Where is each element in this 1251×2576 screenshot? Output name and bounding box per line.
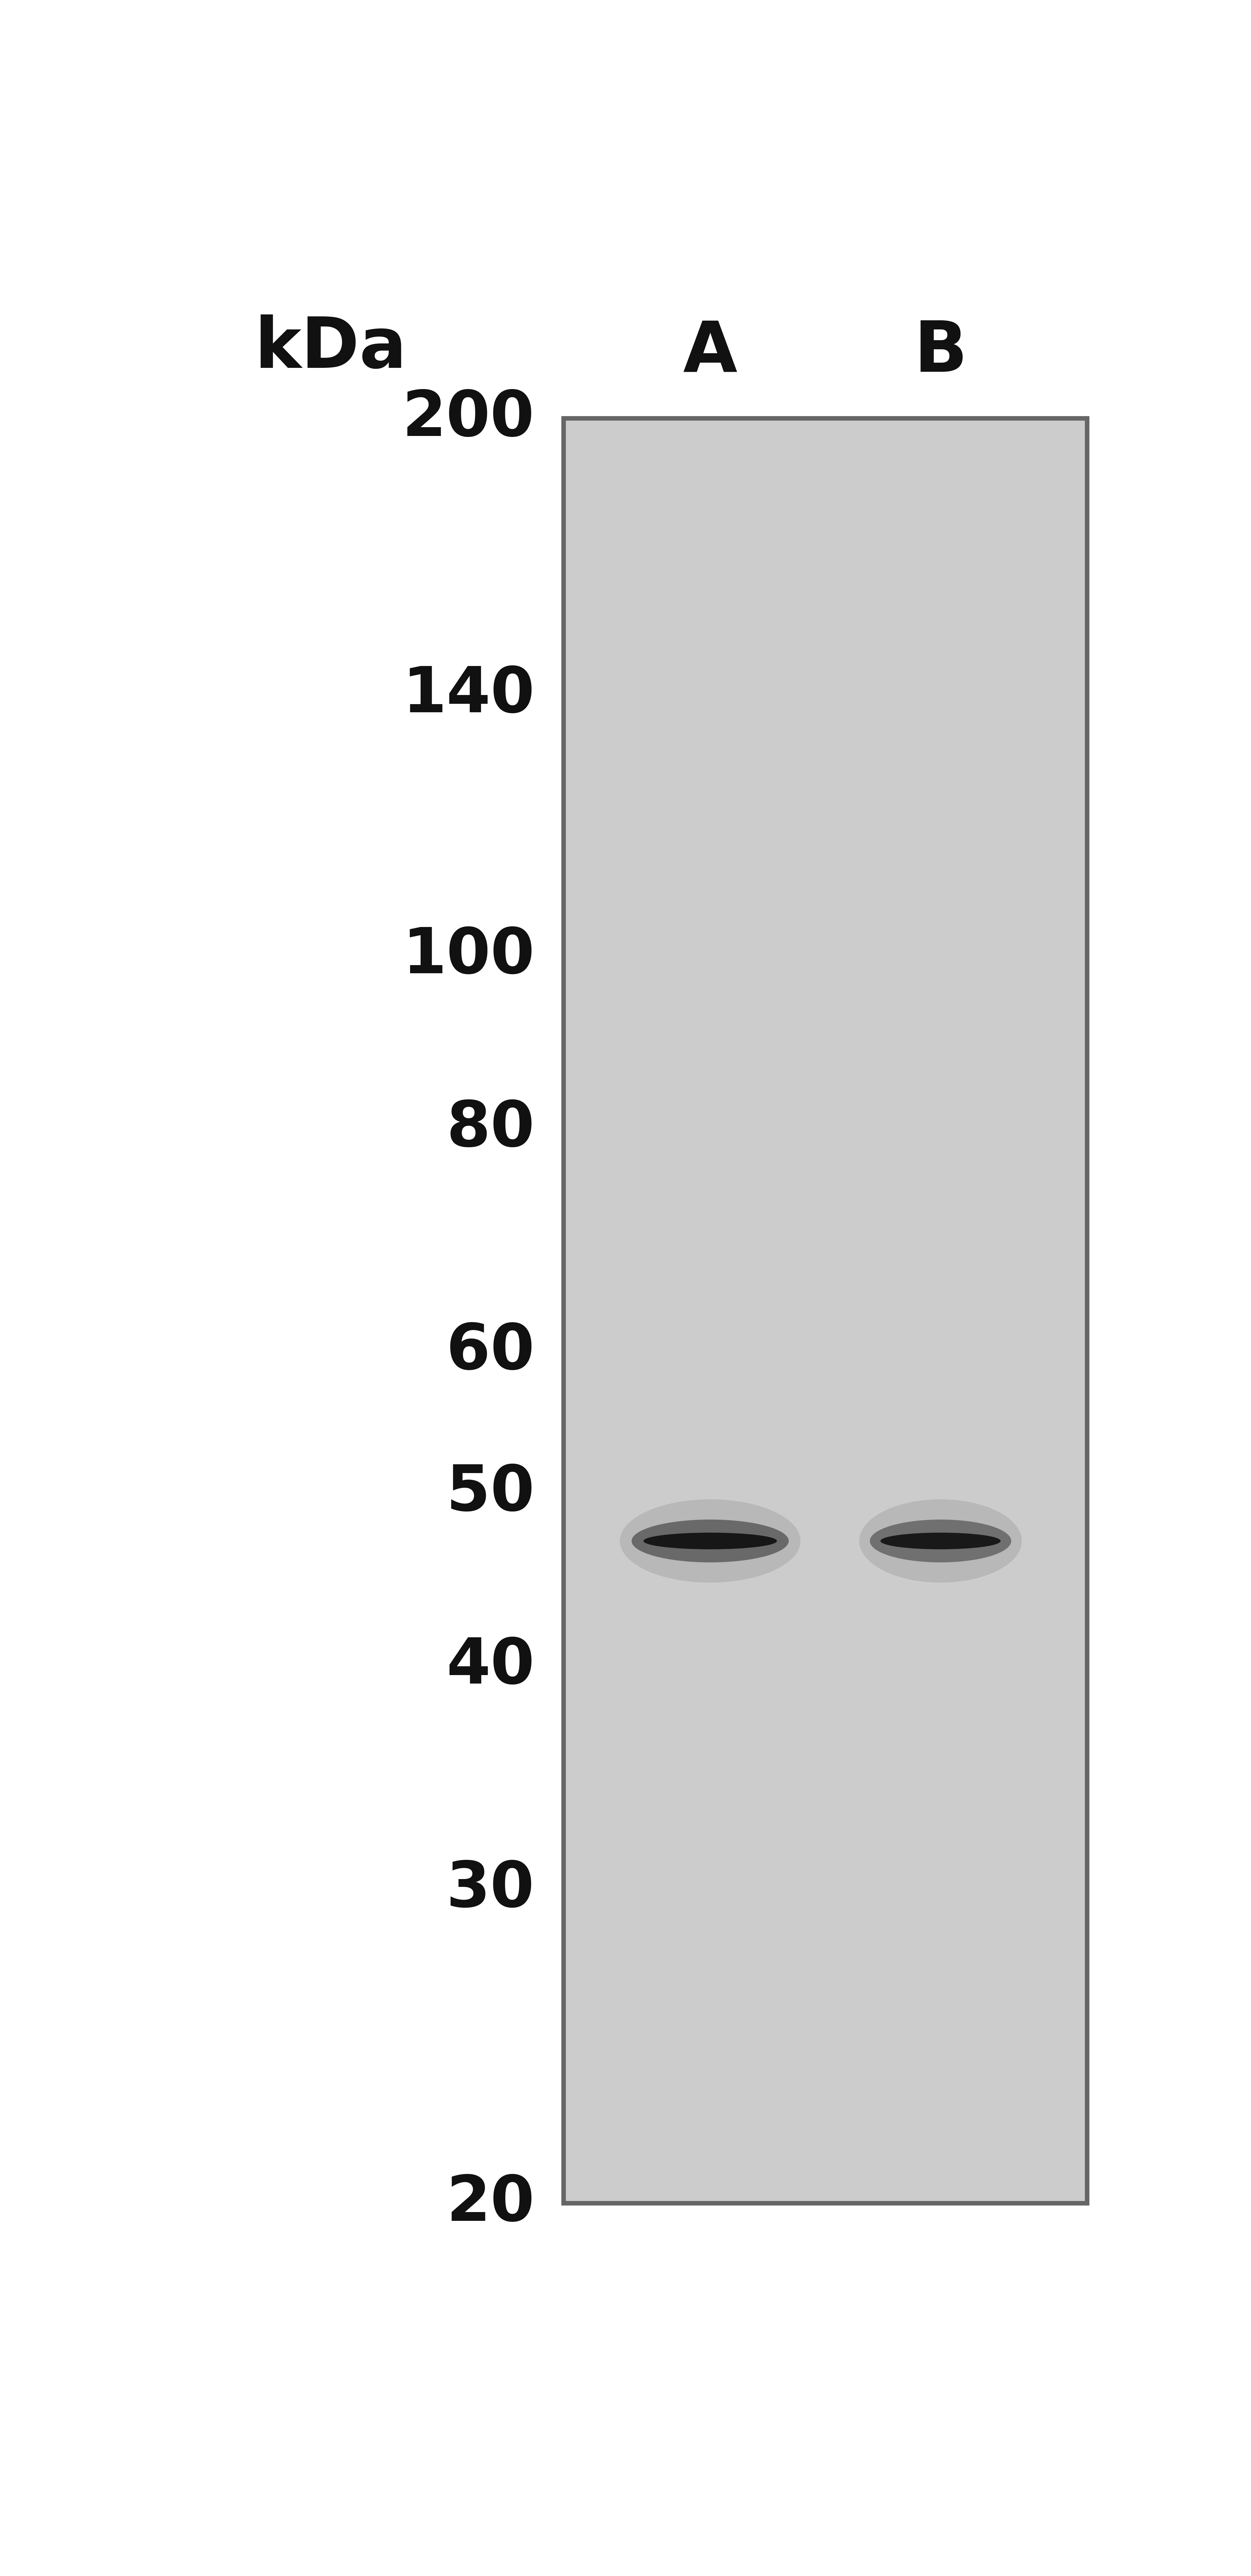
Text: B: B	[913, 319, 967, 386]
Text: 140: 140	[403, 665, 534, 726]
Text: 40: 40	[447, 1636, 534, 1698]
FancyBboxPatch shape	[563, 417, 1087, 2202]
Ellipse shape	[643, 1533, 777, 1548]
Text: A: A	[683, 319, 737, 386]
Text: 200: 200	[403, 386, 534, 448]
Text: 80: 80	[447, 1097, 534, 1159]
Ellipse shape	[632, 1520, 788, 1564]
Text: 60: 60	[447, 1321, 534, 1383]
Text: 20: 20	[447, 2172, 534, 2233]
Ellipse shape	[881, 1533, 1001, 1548]
Text: 30: 30	[447, 1857, 534, 1919]
Text: 100: 100	[403, 925, 534, 987]
Ellipse shape	[619, 1499, 801, 1582]
Ellipse shape	[869, 1520, 1011, 1564]
Text: 50: 50	[447, 1463, 534, 1522]
Ellipse shape	[859, 1499, 1022, 1582]
Text: kDa: kDa	[255, 314, 407, 381]
